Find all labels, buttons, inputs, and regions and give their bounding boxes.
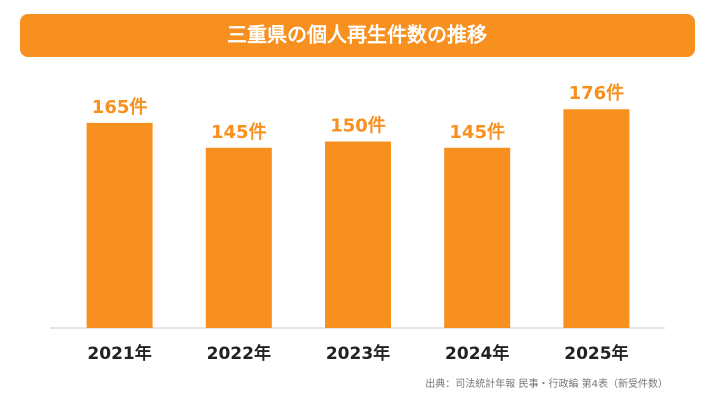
x-tick-label: 2021年: [87, 343, 151, 364]
value-label: 150件: [330, 115, 386, 137]
title-banner: [20, 14, 695, 57]
value-label: 176件: [569, 82, 625, 104]
bar: [325, 141, 391, 328]
source-note: 出典：司法統計年報 民事・行政編 第4表（新受件数）: [425, 377, 668, 390]
bar: [444, 147, 511, 328]
x-tick-label: 2022年: [207, 343, 271, 364]
bar: [86, 122, 153, 328]
value-label: 145件: [211, 121, 267, 143]
x-tick-label: 2025年: [564, 343, 628, 364]
value-label: 165件: [92, 96, 148, 118]
bar: [563, 109, 630, 329]
bar: [205, 147, 272, 328]
chart-title: 三重県の個人再生件数の推移: [227, 23, 487, 47]
x-tick-label: 2023年: [326, 343, 390, 364]
value-label: 145件: [449, 121, 505, 143]
x-tick-label: 2024年: [445, 343, 509, 364]
